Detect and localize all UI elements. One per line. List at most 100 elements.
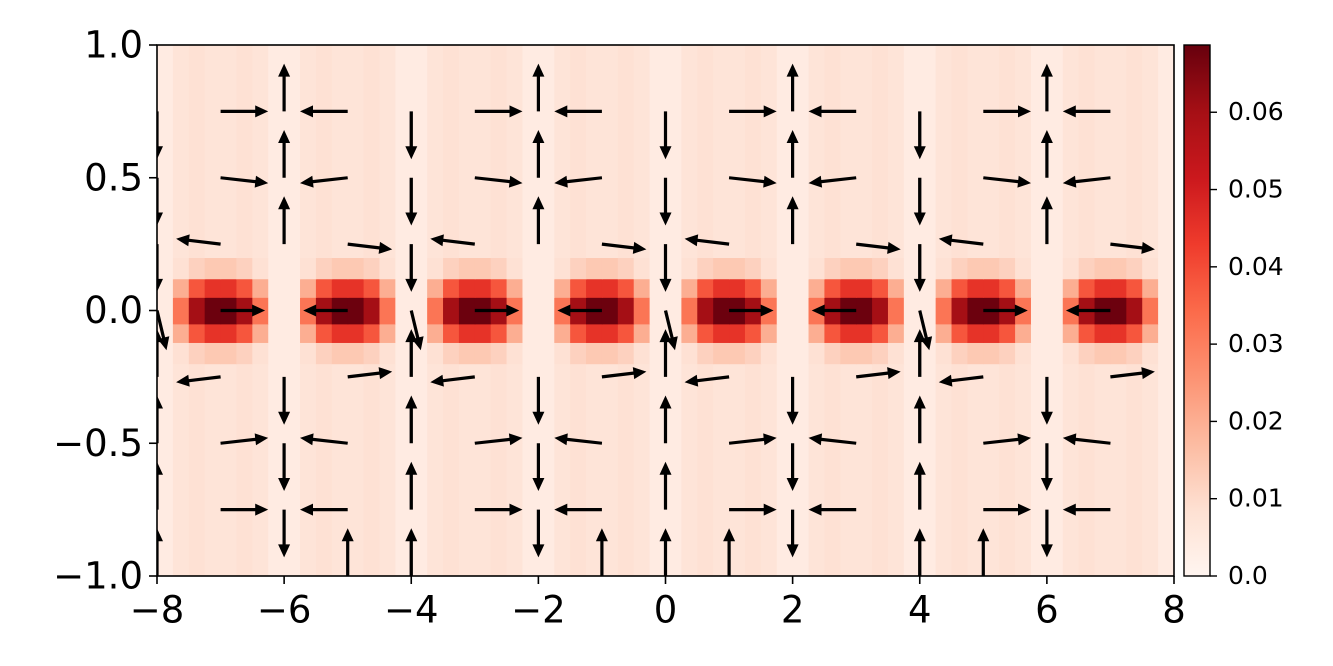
heat-cell: [649, 297, 667, 325]
arrow: [405, 461, 418, 510]
heat-cell: [999, 257, 1016, 280]
heat-cell: [458, 257, 476, 280]
heat-cell: [665, 278, 682, 298]
heat-cell: [1142, 342, 1159, 365]
heat-cell: [331, 257, 349, 280]
heat-cell: [1094, 342, 1112, 365]
heat-cell: [713, 323, 730, 343]
heat-cell: [490, 278, 508, 298]
colorbar-tick-label: 0.02: [1228, 406, 1284, 435]
heat-cell: [856, 177, 873, 258]
heat-cell: [522, 363, 539, 444]
y-tick-label: 0.0: [84, 289, 143, 332]
heat-cell: [1142, 323, 1159, 343]
heat-cell: [157, 363, 174, 444]
arrow: [811, 304, 857, 317]
heat-cell: [1110, 45, 1127, 179]
heat-cell: [824, 278, 841, 298]
heat-cell: [1046, 342, 1064, 365]
heat-cell: [601, 45, 619, 179]
x-tick-label: 6: [1035, 589, 1059, 632]
heat-cell: [633, 323, 651, 343]
arrow: [347, 367, 393, 380]
heat-cell: [379, 45, 396, 179]
heat-cell: [379, 342, 396, 365]
heat-cell: [204, 342, 222, 365]
heat-cell: [315, 323, 333, 343]
heat-cell: [776, 323, 794, 343]
heat-cell: [347, 443, 365, 576]
heat-cell: [506, 342, 524, 365]
heat-cell: [967, 45, 984, 179]
heat-cell: [633, 177, 651, 258]
heat-cell: [1142, 363, 1159, 444]
arrow: [405, 395, 418, 444]
heat-cell: [1078, 342, 1096, 365]
heat-cell: [1030, 278, 1048, 298]
heat-cell: [315, 177, 333, 258]
heat-cell: [760, 323, 778, 343]
heat-cell: [935, 45, 953, 179]
heat-cell: [1062, 257, 1080, 280]
heat-cell: [856, 257, 873, 280]
heat-cell: [617, 443, 635, 576]
heat-cell: [856, 278, 873, 298]
arrow: [405, 177, 418, 226]
heat-cell: [601, 278, 619, 298]
arrow: [723, 528, 736, 576]
heat-cell: [792, 443, 810, 576]
heat-cell: [443, 45, 460, 179]
colorbar-tick-label: 0.01: [1228, 484, 1284, 513]
arrow: [786, 376, 799, 425]
heat-cell: [856, 342, 873, 365]
heat-cell: [808, 278, 826, 298]
arrow: [176, 234, 221, 247]
heat-cell: [967, 257, 984, 280]
arrow: [913, 177, 926, 226]
heat-cell: [760, 257, 778, 280]
heat-cell: [649, 45, 667, 179]
heat-cell: [697, 297, 714, 325]
arrow: [532, 376, 545, 425]
heat-cell: [983, 257, 1000, 280]
heat-cell: [284, 297, 301, 325]
colorbar: 0.0 0.01 0.02 0.03 0.04 0.05 0.06: [1183, 44, 1284, 590]
arrow: [532, 509, 545, 558]
heat-cell: [172, 443, 190, 576]
heat-cell: [744, 278, 762, 298]
heat-cell: [157, 297, 174, 325]
heat-cell: [633, 45, 651, 179]
heat-cell: [188, 278, 206, 298]
heat-cell: [188, 257, 206, 280]
heat-cell: [633, 297, 651, 325]
heat-cell: [586, 342, 603, 365]
heat-cell: [935, 278, 953, 298]
heat-cell: [792, 177, 810, 258]
heat-cell: [268, 257, 285, 280]
heat-cell: [1078, 257, 1096, 280]
arrow: [532, 63, 545, 112]
heat-cell: [856, 363, 873, 444]
heat-cell: [395, 443, 412, 576]
heat-cell: [681, 342, 698, 365]
heat-cell: [1110, 363, 1127, 444]
heat-cell: [776, 177, 794, 258]
heat-cell: [681, 443, 698, 576]
arrow: [913, 395, 926, 444]
heat-cell: [856, 45, 873, 179]
heat-cell: [713, 297, 730, 325]
heat-cell: [776, 297, 794, 325]
heat-cell: [792, 323, 810, 343]
heat-cell: [220, 278, 238, 298]
heat-cell: [824, 363, 841, 444]
heat-cell: [363, 278, 381, 298]
heat-cell: [601, 443, 619, 576]
heat-cell: [1062, 342, 1080, 365]
heat-cell: [824, 342, 841, 365]
arrow: [1040, 63, 1053, 112]
arrow: [405, 528, 418, 576]
arrow: [554, 175, 603, 188]
heat-cell: [951, 363, 969, 444]
colorbar-tick-label: 0.03: [1228, 329, 1284, 358]
heat-cell: [347, 297, 365, 325]
